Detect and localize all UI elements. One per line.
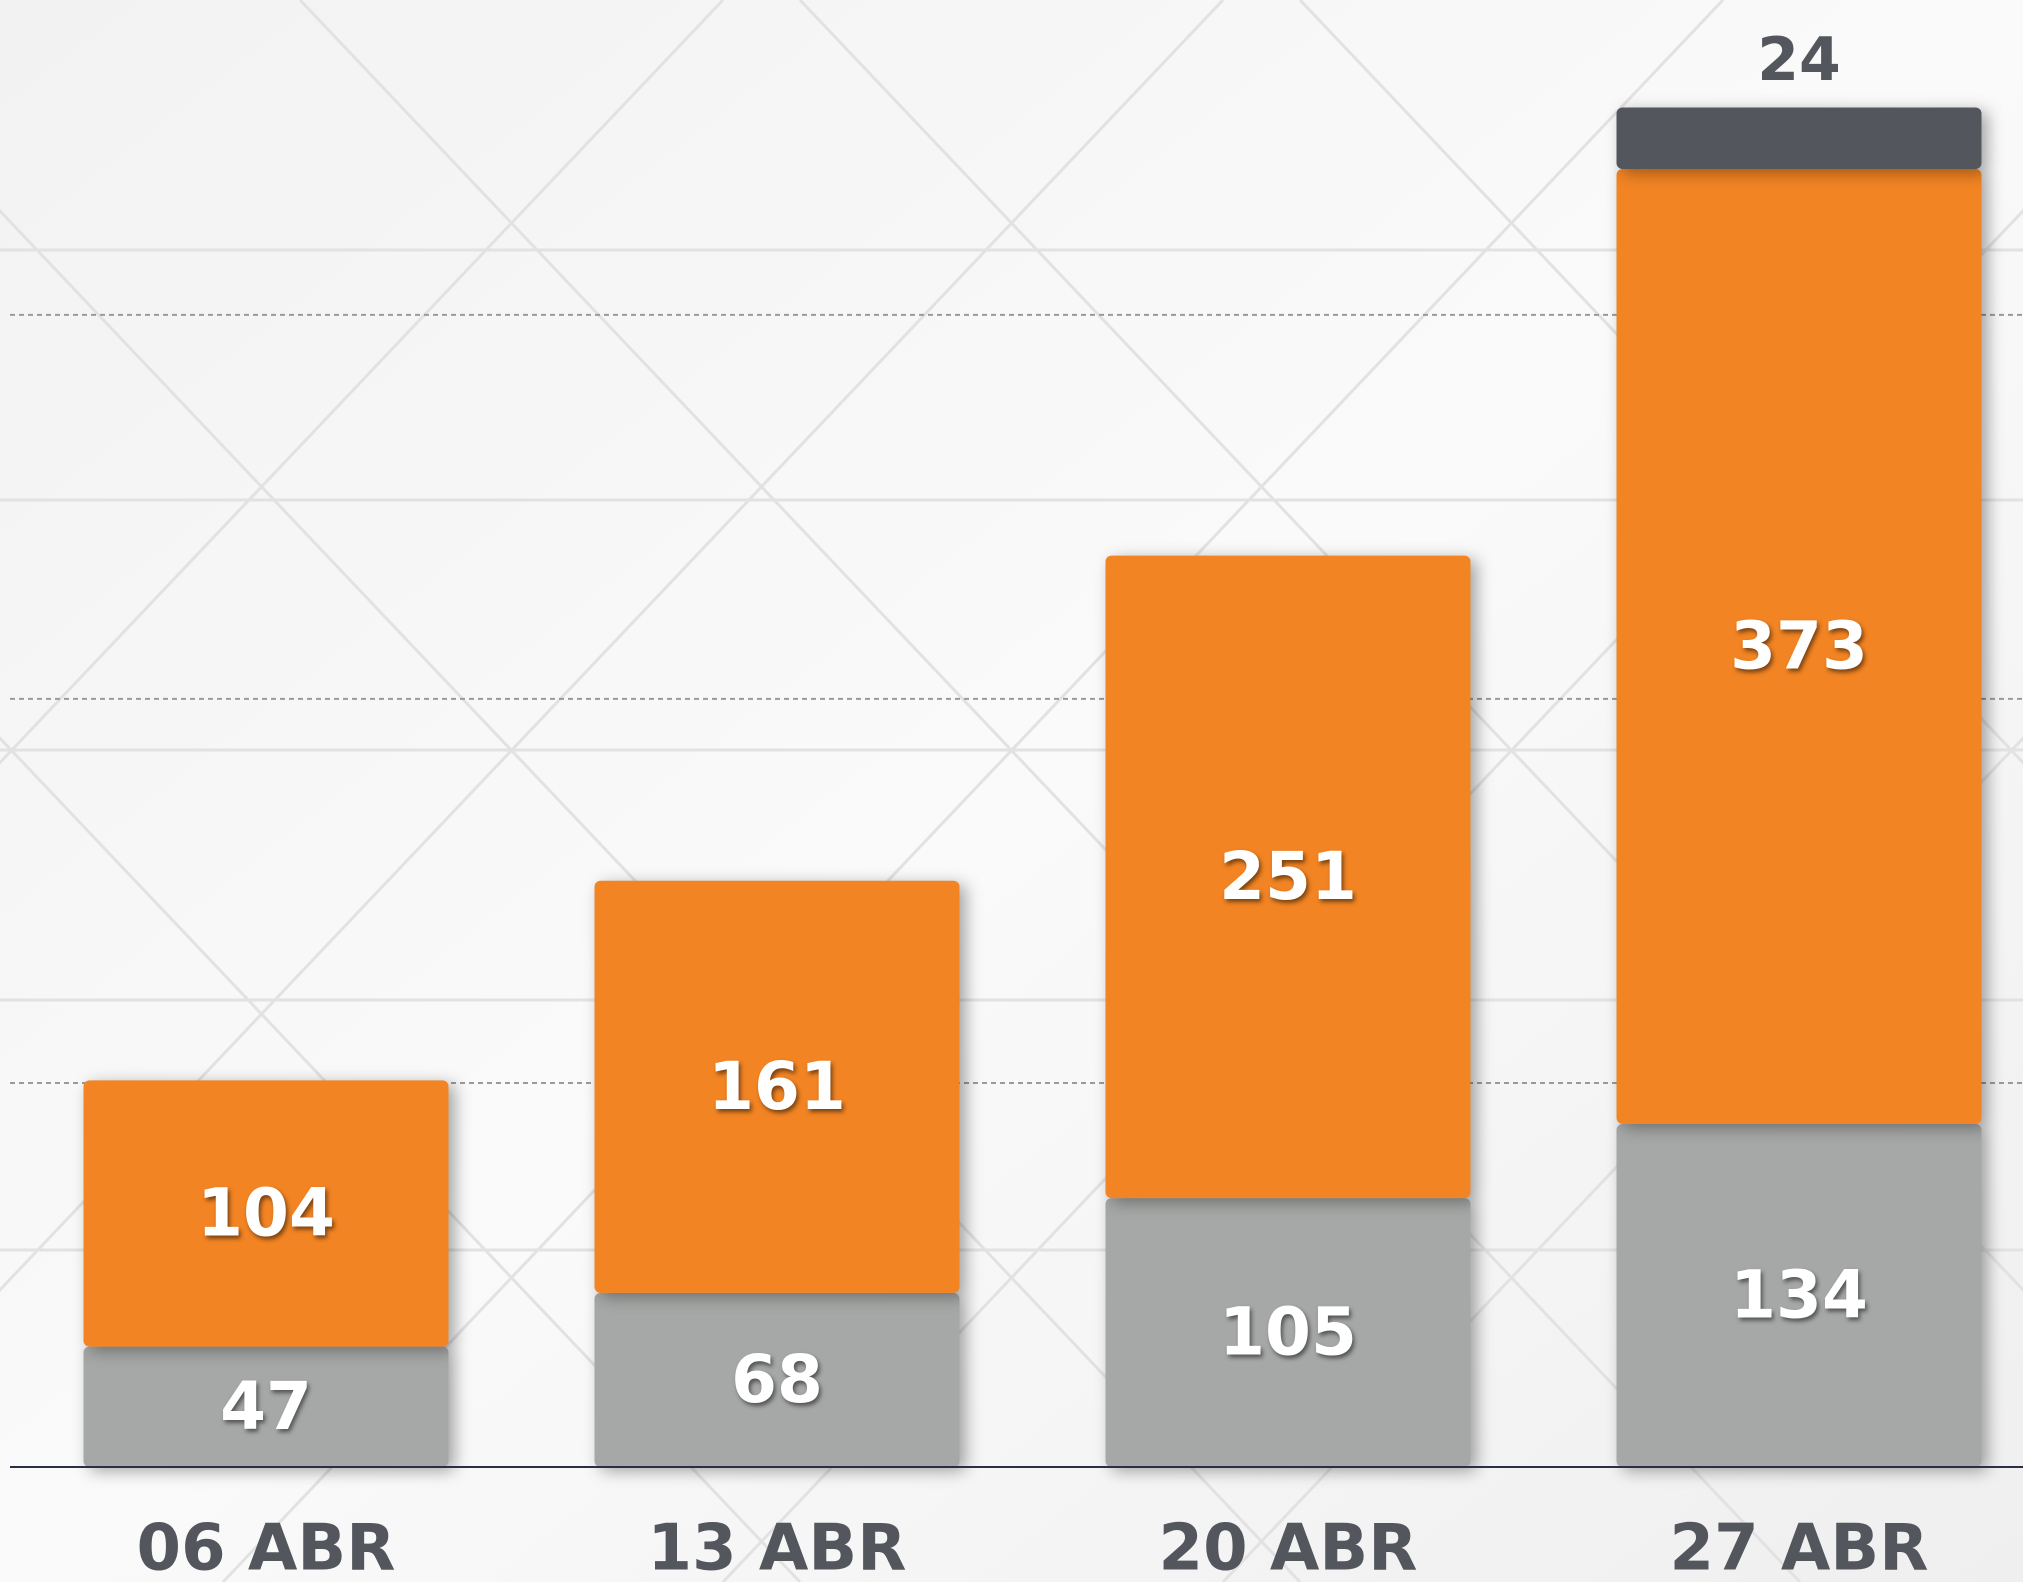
data-label: 105 bbox=[1219, 1294, 1357, 1371]
data-label: 251 bbox=[1219, 838, 1357, 915]
data-label: 68 bbox=[731, 1341, 823, 1418]
bar-segment bbox=[83, 1346, 449, 1467]
bar-segment bbox=[1105, 555, 1471, 1199]
bar-segment bbox=[594, 1292, 960, 1467]
data-label: 161 bbox=[708, 1048, 846, 1125]
data-label: 24 bbox=[1757, 25, 1841, 95]
data-label: 47 bbox=[220, 1368, 312, 1445]
bar-segment bbox=[1616, 1123, 1982, 1467]
x-tick-label: 13 ABR bbox=[648, 1512, 907, 1582]
x-tick-label: 06 ABR bbox=[137, 1512, 396, 1582]
x-tick-label: 20 ABR bbox=[1159, 1512, 1418, 1582]
bar-segment bbox=[83, 1080, 449, 1347]
bar-segment bbox=[1616, 107, 1982, 169]
bar-segment bbox=[1616, 168, 1982, 1124]
data-label: 373 bbox=[1730, 608, 1868, 685]
x-tick-label: 27 ABR bbox=[1670, 1512, 1929, 1582]
bar-segment bbox=[594, 880, 960, 1293]
data-label: 104 bbox=[197, 1175, 335, 1252]
bar-segment bbox=[1105, 1198, 1471, 1467]
data-label: 134 bbox=[1730, 1257, 1868, 1334]
